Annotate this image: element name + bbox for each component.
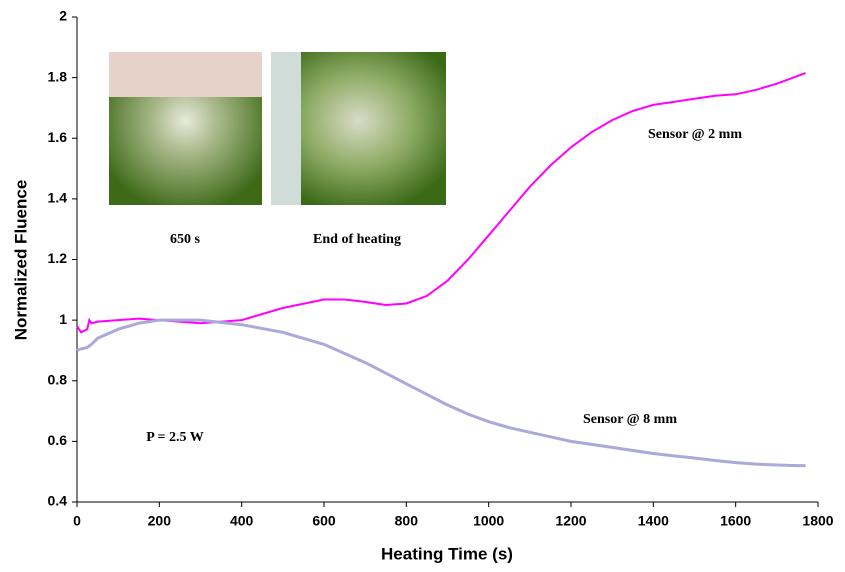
x-tick-label: 400 [230, 513, 254, 529]
x-tick-label: 1200 [555, 513, 586, 529]
series-line [76, 318, 806, 468]
inset-photos [109, 52, 446, 205]
y-tick-label: 1.2 [48, 250, 68, 266]
series-line [76, 72, 806, 334]
y-tick-label: 1.6 [48, 129, 68, 145]
x-tick-label: 1000 [473, 513, 504, 529]
x-tick-label: 1600 [720, 513, 751, 529]
x-tick-label: 600 [312, 513, 336, 529]
y-tick-label: 0.4 [48, 493, 68, 509]
series-label: Sensor @ 2 mm [648, 127, 742, 142]
x-tick-label: 1800 [802, 513, 833, 529]
y-tick-label: 1.8 [48, 68, 68, 84]
ruler [271, 52, 301, 205]
series-label: Sensor @ 8 mm [583, 412, 677, 427]
x-tick-label: 200 [148, 513, 172, 529]
y-axis-title: Normalized Fluence [11, 180, 30, 341]
annotation: P = 2.5 W [146, 430, 204, 445]
ruler [109, 52, 262, 97]
x-tick-label: 1400 [638, 513, 669, 529]
y-tick-label: 0.8 [48, 371, 68, 387]
x-tick-label: 0 [73, 513, 81, 529]
y-tick-label: 0.6 [48, 432, 68, 448]
y-tick-label: 2 [59, 8, 67, 24]
y-tick-label: 1 [59, 311, 67, 327]
x-tick-label: 800 [395, 513, 419, 529]
x-axis-title: Heating Time (s) [381, 544, 513, 563]
annotation: 650 s [170, 232, 201, 247]
y-tick-label: 1.4 [48, 190, 68, 206]
annotation: End of heating [313, 232, 401, 247]
